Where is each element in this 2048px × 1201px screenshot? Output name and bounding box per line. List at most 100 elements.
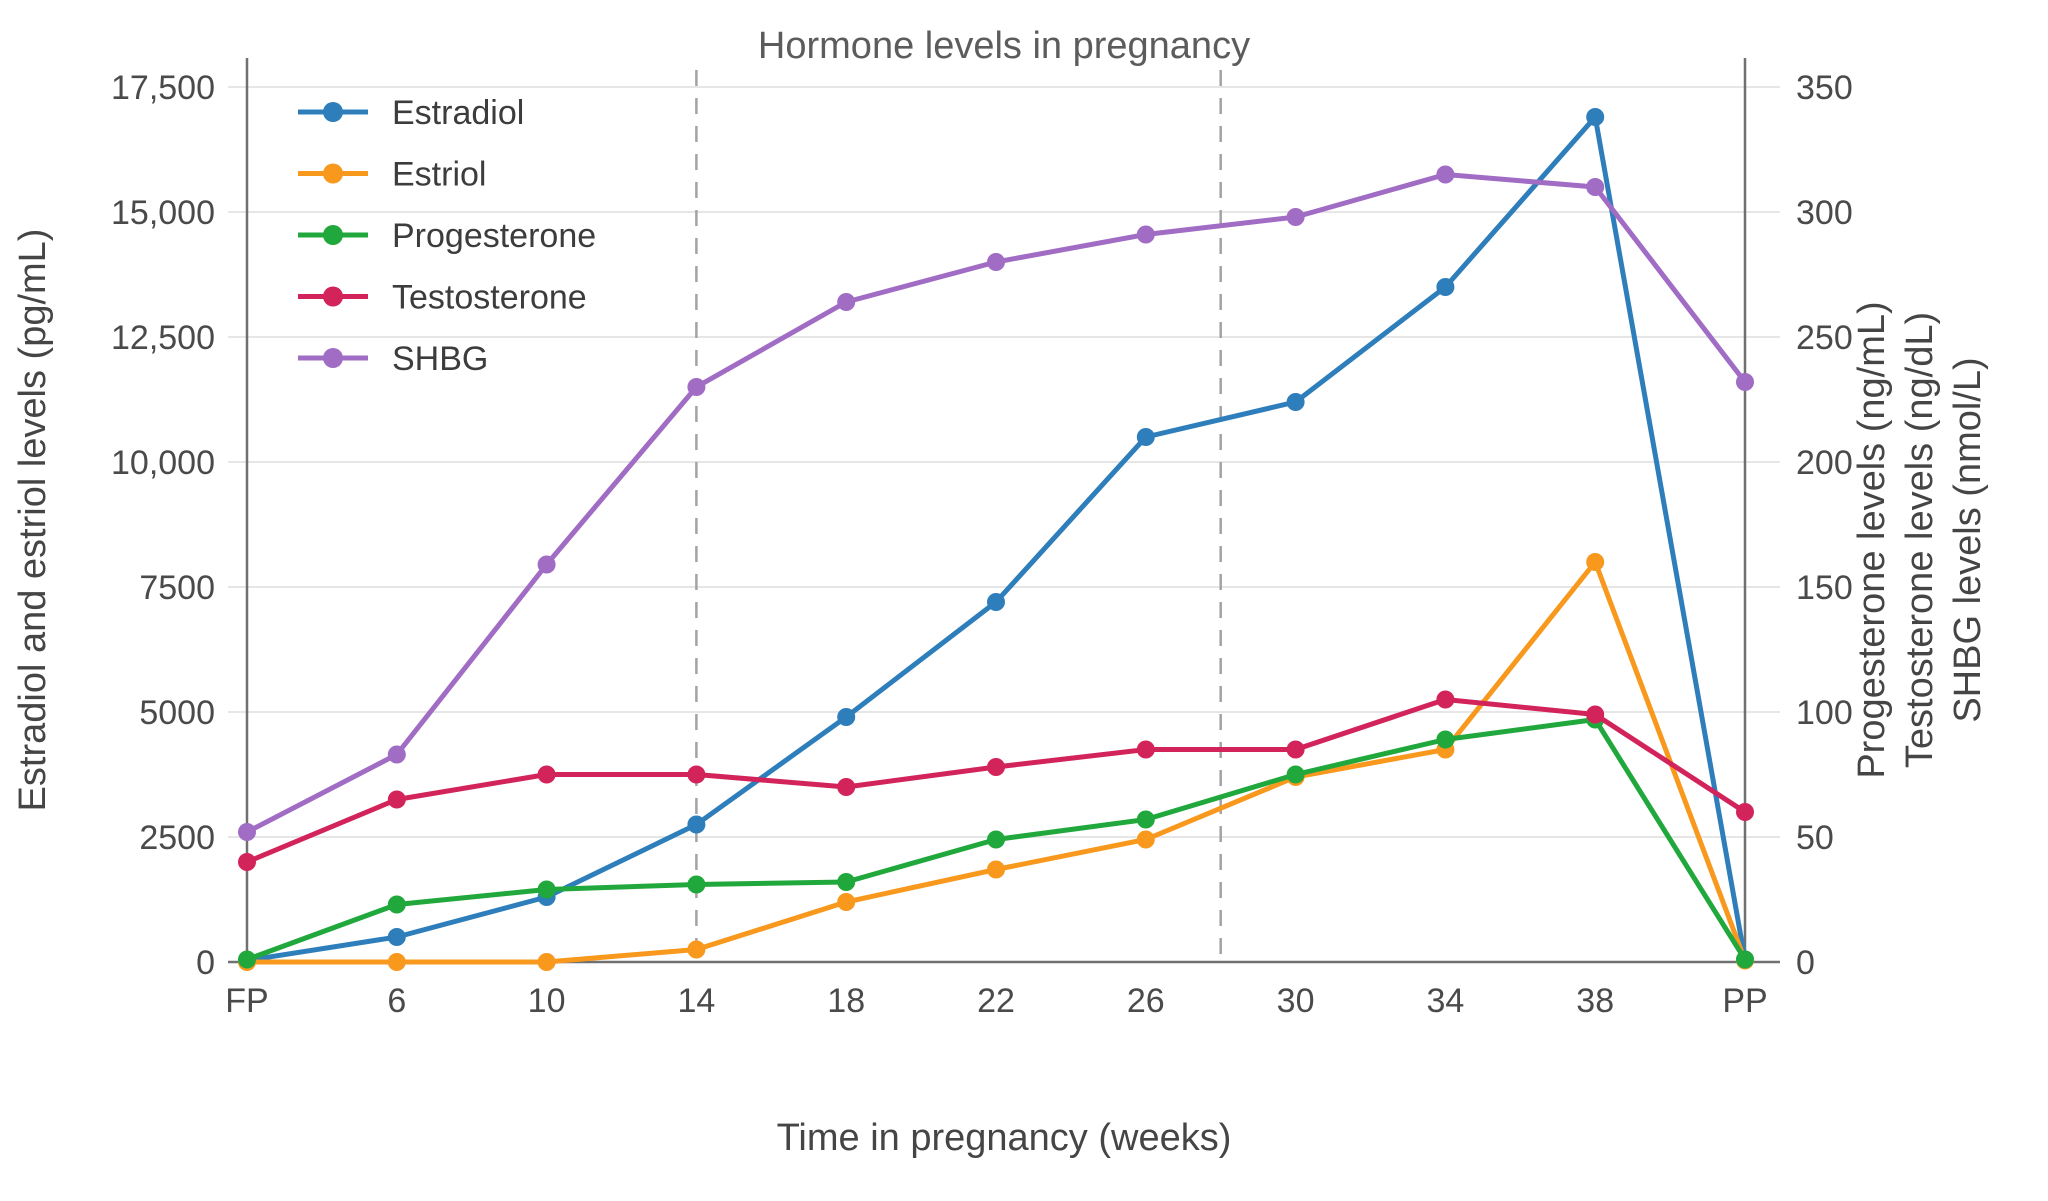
data-point (1286, 393, 1305, 411)
data-point (387, 790, 406, 809)
series-testosterone (238, 690, 1754, 871)
y-axis-title-right-progesterone: Progesterone levels (ng/mL) (1851, 301, 1893, 778)
data-point (987, 758, 1005, 776)
x-tick-label: FP (225, 982, 268, 1020)
data-point (537, 880, 556, 899)
data-point (687, 378, 706, 396)
y-axis-title-right-testosterone: Testosterone levels (ng/dL) (1899, 312, 1941, 768)
data-point (837, 873, 856, 891)
data-point (387, 953, 406, 971)
y-right-tick-label: 250 (1796, 319, 1853, 357)
y-right-tick-label: 0 (1796, 944, 1815, 982)
y-left-tick-label: 10,000 (111, 444, 215, 482)
data-point (387, 745, 406, 764)
y-right-tick-label: 300 (1796, 194, 1853, 232)
legend-item-estriol: Estriol (298, 156, 486, 194)
y-right-tick-label: 200 (1796, 444, 1853, 482)
data-point (537, 555, 556, 574)
data-point (1136, 810, 1155, 829)
x-tick-label: PP (1722, 982, 1767, 1020)
legend-item-testosterone: Testosterone (298, 279, 587, 317)
legend: Estradiol Estriol Progesterone Testosterone… (298, 94, 596, 378)
data-point (687, 815, 706, 834)
y-left-tick-label: 0 (196, 944, 215, 982)
data-point (987, 253, 1005, 271)
gridlines-layer (228, 86, 1780, 964)
data-point (387, 895, 406, 914)
x-tick-label: 6 (387, 982, 406, 1020)
data-point (1736, 373, 1754, 391)
x-tick-label: 26 (1127, 982, 1165, 1020)
series-shbg (238, 165, 1754, 841)
legend-dot (323, 102, 343, 122)
data-point (1136, 225, 1155, 244)
data-point (1736, 803, 1754, 821)
data-point (1436, 165, 1455, 184)
data-point (537, 765, 556, 784)
data-point (1136, 830, 1155, 849)
data-point (537, 953, 556, 971)
series-progesterone (238, 710, 1754, 969)
y-right-tick-label: 150 (1796, 569, 1853, 607)
data-point (687, 765, 706, 784)
data-point (238, 853, 256, 871)
data-point (687, 940, 706, 959)
series-layer (238, 108, 1754, 971)
legend-item-shbg: SHBG (298, 340, 488, 378)
data-point (1586, 553, 1605, 571)
data-point (987, 830, 1005, 849)
legend-label: SHBG (392, 340, 488, 378)
legend-label: Progesterone (392, 217, 596, 255)
x-tick-label: 38 (1576, 982, 1614, 1020)
legend-dot (323, 225, 343, 245)
data-point (837, 778, 856, 796)
data-point (1436, 690, 1455, 709)
y-axis-title-left: Estradiol and estriol levels (pg/mL) (12, 229, 54, 812)
data-point (1136, 428, 1155, 446)
tick-labels-layer: 0 2500 5000 7500 10,000 12,500 15,000 17,500 0 50… (111, 69, 1853, 1020)
data-point (1436, 278, 1455, 296)
legend-label: Estriol (392, 156, 486, 194)
data-point (987, 860, 1005, 879)
data-point (1436, 730, 1455, 749)
y-left-tick-label: 5000 (139, 694, 215, 732)
x-axis-title: Time in pregnancy (weeks) (777, 1117, 1232, 1159)
y-right-tick-label: 100 (1796, 694, 1853, 732)
data-point (837, 293, 856, 311)
y-left-tick-label: 17,500 (111, 69, 215, 107)
data-point (1586, 108, 1605, 126)
data-point (1286, 765, 1305, 784)
legend-dot (323, 163, 343, 184)
data-point (387, 928, 406, 946)
x-tick-label: 18 (827, 982, 865, 1020)
y-right-tick-label: 350 (1796, 69, 1853, 107)
data-point (687, 875, 706, 894)
trimester-lines-layer (245, 58, 1747, 962)
data-point (1736, 950, 1754, 969)
legend-dot (323, 286, 343, 307)
data-point (1136, 740, 1155, 759)
y-left-tick-label: 12,500 (111, 319, 215, 357)
data-point (987, 593, 1005, 611)
data-point (837, 893, 856, 911)
x-tick-label: 30 (1277, 982, 1315, 1020)
legend-label: Testosterone (392, 279, 587, 317)
data-point (1586, 178, 1605, 196)
x-tick-label: 22 (977, 982, 1015, 1020)
y-left-tick-label: 15,000 (111, 194, 215, 232)
legend-dot (323, 348, 343, 368)
legend-item-estradiol: Estradiol (298, 94, 524, 132)
legend-item-progesterone: Progesterone (298, 217, 596, 255)
data-point (1286, 208, 1305, 226)
y-left-tick-label: 2500 (139, 819, 215, 857)
x-tick-label: 14 (677, 982, 715, 1020)
x-tick-label: 10 (528, 982, 566, 1020)
y-right-tick-label: 50 (1796, 819, 1834, 857)
series-line (244, 172, 1748, 835)
data-point (1586, 705, 1605, 724)
data-point (837, 708, 856, 726)
y-left-tick-label: 7500 (139, 569, 215, 607)
data-point (238, 823, 256, 841)
